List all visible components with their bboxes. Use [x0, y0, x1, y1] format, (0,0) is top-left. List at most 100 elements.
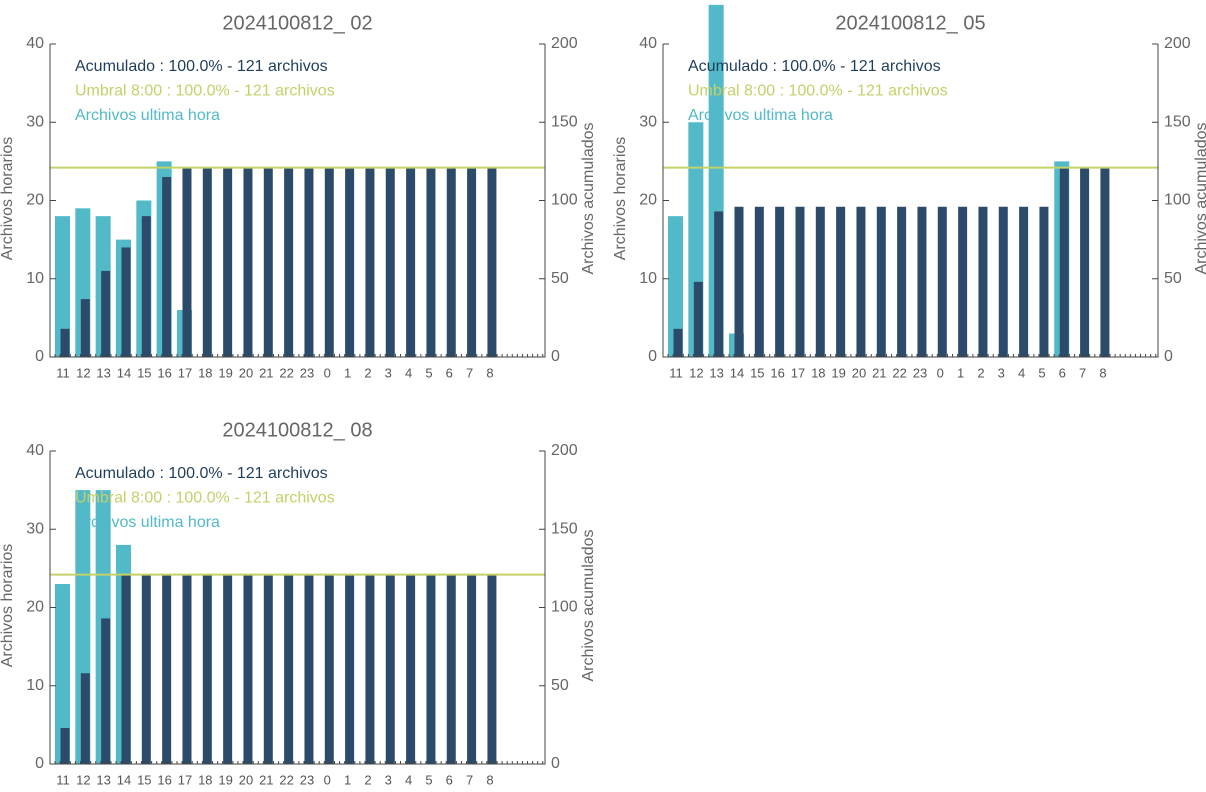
- x-tick-label: 19: [831, 365, 845, 380]
- x-tick-label: 18: [198, 365, 212, 380]
- y-tick-label: 30: [639, 113, 657, 130]
- x-tick-label: 1: [957, 365, 964, 380]
- y2-tick-label: 100: [551, 599, 578, 616]
- cumulative-bar: [141, 574, 151, 764]
- x-tick-label: 14: [117, 772, 131, 787]
- hourly-bar: [668, 216, 683, 357]
- x-tick-label: 12: [76, 772, 90, 787]
- x-tick-label: 8: [486, 365, 493, 380]
- cumulative-bar: [284, 574, 294, 764]
- y2-tick-label: 150: [1164, 113, 1191, 130]
- cumulative-bar: [446, 574, 456, 764]
- x-tick-label: 21: [259, 772, 273, 787]
- y2-axis-label: Archivos acumulados: [1193, 122, 1206, 274]
- cumulative-bar: [693, 281, 703, 357]
- cumulative-bar: [243, 574, 253, 764]
- y2-tick-label: 0: [1164, 348, 1173, 365]
- legend-entry: Archivos ultima hora: [75, 514, 220, 531]
- x-tick-label: 7: [466, 365, 473, 380]
- x-tick-label: 8: [1099, 365, 1106, 380]
- cumulative-bar: [121, 247, 131, 357]
- cumulative-bar: [223, 167, 233, 357]
- x-tick-label: 20: [239, 365, 253, 380]
- y-axis-label: Archivos horarios: [0, 544, 16, 668]
- cumulative-bar: [815, 206, 825, 357]
- legend-entry: Umbral 8:00 : 100.0% - 121 archivos: [75, 490, 335, 507]
- x-tick-label: 18: [811, 365, 825, 380]
- cumulative-bar: [385, 574, 395, 764]
- x-tick-label: 2: [364, 365, 371, 380]
- legend-entry: Umbral 8:00 : 100.0% - 121 archivos: [688, 83, 948, 100]
- x-tick-label: 20: [852, 365, 866, 380]
- legend-entry: Acumulado : 100.0% - 121 archivos: [75, 58, 328, 75]
- cumulative-bar: [734, 206, 744, 357]
- x-tick-label: 0: [324, 365, 331, 380]
- cumulative-bar: [446, 167, 456, 357]
- legend-entry: Acumulado : 100.0% - 121 archivos: [75, 465, 328, 482]
- y2-tick-label: 0: [551, 755, 560, 772]
- cumulative-bar: [426, 167, 436, 357]
- x-tick-label: 14: [730, 365, 744, 380]
- cumulative-bar: [795, 206, 805, 357]
- cumulative-bar: [304, 574, 314, 764]
- cumulative-bar: [101, 270, 111, 357]
- x-tick-label: 5: [425, 365, 432, 380]
- y-tick-label: 20: [26, 192, 44, 209]
- y-tick-label: 40: [26, 442, 44, 459]
- x-tick-label: 5: [1038, 365, 1045, 380]
- cumulative-bar: [202, 574, 212, 764]
- cumulative-bar: [324, 167, 334, 357]
- y2-tick-label: 200: [551, 35, 578, 52]
- chart-title: 2024100812_ 08: [222, 419, 372, 441]
- x-tick-label: 13: [96, 365, 110, 380]
- x-tick-label: 22: [279, 365, 293, 380]
- x-tick-label: 16: [157, 365, 171, 380]
- y-axis-label: Archivos horarios: [612, 137, 629, 261]
- y2-axis-label: Archivos acumulados: [580, 122, 597, 274]
- cumulative-bar: [223, 574, 233, 764]
- x-tick-label: 1: [344, 772, 351, 787]
- y-axis-label: Archivos horarios: [0, 137, 16, 261]
- cumulative-bar: [345, 574, 355, 764]
- x-tick-label: 23: [300, 365, 314, 380]
- cumulative-bar: [1059, 167, 1069, 357]
- legend-entry: Archivos ultima hora: [75, 107, 220, 124]
- x-tick-label: 22: [279, 772, 293, 787]
- x-tick-label: 8: [486, 772, 493, 787]
- x-tick-label: 17: [178, 772, 192, 787]
- cumulative-bar: [1019, 206, 1029, 357]
- cumulative-bar: [487, 167, 497, 357]
- cumulative-bar: [937, 206, 947, 357]
- x-tick-label: 12: [76, 365, 90, 380]
- chart-title: 2024100812_ 02: [222, 12, 372, 34]
- cumulative-bar: [1039, 206, 1049, 357]
- cumulative-bar: [1080, 167, 1090, 357]
- cumulative-bar: [80, 299, 90, 357]
- y-tick-label: 0: [35, 348, 44, 365]
- y-tick-label: 40: [26, 35, 44, 52]
- x-tick-label: 4: [1018, 365, 1025, 380]
- y2-tick-label: 150: [551, 113, 578, 130]
- cumulative-bar: [365, 574, 375, 764]
- cumulative-bar: [426, 574, 436, 764]
- cumulative-bar: [101, 618, 111, 764]
- y-tick-label: 20: [26, 599, 44, 616]
- cumulative-bar: [673, 328, 683, 357]
- x-tick-label: 20: [239, 772, 253, 787]
- y-tick-label: 40: [639, 35, 657, 52]
- x-tick-label: 11: [56, 365, 70, 380]
- y2-tick-label: 100: [1164, 192, 1191, 209]
- cumulative-bar: [467, 574, 477, 764]
- x-tick-label: 2: [364, 772, 371, 787]
- x-tick-label: 16: [157, 772, 171, 787]
- x-tick-label: 1: [344, 365, 351, 380]
- x-tick-label: 22: [892, 365, 906, 380]
- cumulative-bar: [917, 206, 927, 357]
- x-tick-label: 2: [977, 365, 984, 380]
- y-tick-label: 0: [35, 755, 44, 772]
- x-tick-label: 11: [56, 772, 70, 787]
- y-tick-label: 30: [26, 520, 44, 537]
- cumulative-bar: [856, 206, 866, 357]
